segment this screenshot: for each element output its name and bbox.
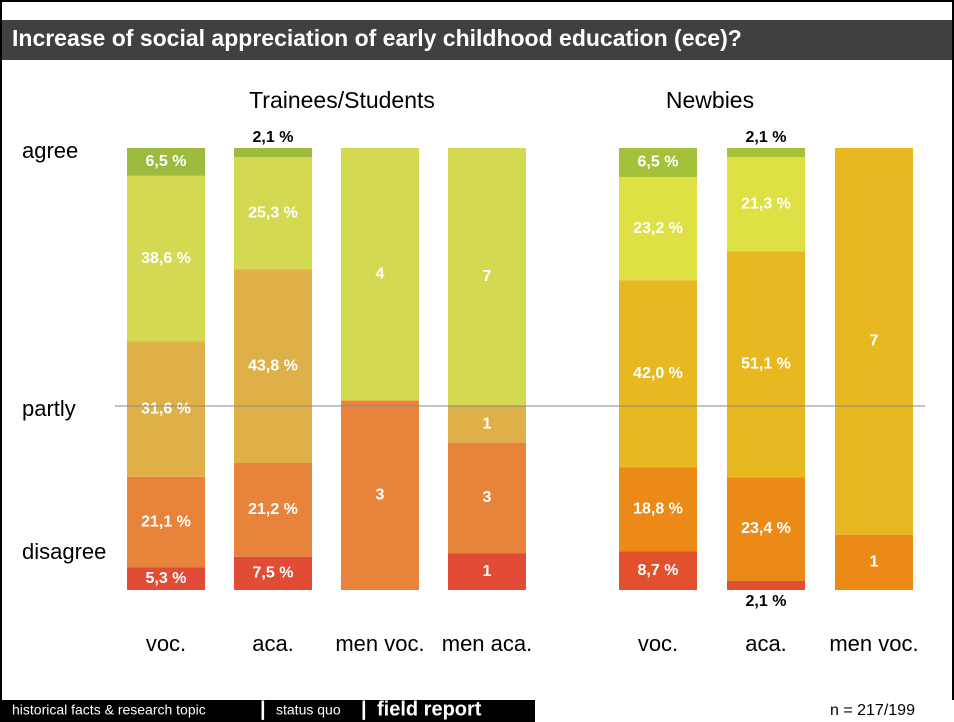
bar-segment [127, 175, 205, 342]
bar-segment [727, 251, 805, 478]
bar-segment [835, 148, 913, 535]
data-label: 3 [483, 489, 492, 506]
footer-separator: | [361, 698, 367, 720]
data-label: 23,4 % [741, 520, 791, 537]
data-label: 1 [483, 563, 492, 580]
bar-segment [234, 556, 312, 590]
data-label: 8,7 % [638, 562, 679, 579]
data-label: 42,0 % [633, 365, 683, 382]
chart-title: Increase of social appreciation of early… [12, 25, 742, 51]
x-tick-label: voc. [638, 631, 678, 656]
scale-label: partly [22, 396, 76, 421]
x-tick-label: men voc. [829, 631, 918, 656]
data-label: 21,2 % [248, 501, 298, 518]
data-label: 43,8 % [248, 357, 298, 374]
footer-item: status quo [276, 702, 341, 718]
bar-segment [234, 148, 312, 158]
data-label: 51,1 % [741, 356, 791, 373]
footer-bar [0, 700, 535, 722]
x-tick-label: aca. [745, 631, 787, 656]
bar-segment [727, 157, 805, 252]
bar-segment [619, 176, 697, 281]
data-label: 18,8 % [633, 501, 683, 518]
data-label: 2,1 % [746, 129, 787, 146]
footer-item: historical facts & research topic [12, 702, 206, 718]
scale-label: disagree [22, 539, 106, 564]
bar-segment [127, 341, 205, 477]
footer-item: field report [377, 698, 482, 720]
bar-segment [127, 567, 205, 590]
bar-segment [619, 148, 697, 177]
data-label: 25,3 % [248, 204, 298, 221]
bar-segment [234, 269, 312, 464]
footer-separator: | [260, 698, 266, 720]
scale-label: agree [22, 138, 78, 163]
data-label: 1 [483, 415, 492, 432]
bar-segment [448, 148, 526, 406]
data-label: 2,1 % [253, 129, 294, 146]
bar-segment [619, 467, 697, 552]
group-title: Trainees/Students [249, 87, 435, 113]
data-label: 23,2 % [633, 220, 683, 237]
data-label: 21,1 % [141, 513, 191, 530]
data-label: 2,1 % [746, 593, 787, 610]
data-label: 3 [376, 487, 385, 504]
bar-segment [448, 405, 526, 443]
data-label: 7 [870, 333, 879, 350]
data-label: 21,3 % [741, 196, 791, 213]
x-tick-label: voc. [146, 631, 186, 656]
bar-segment [234, 157, 312, 270]
bar-segment [727, 148, 805, 158]
data-label: 38,6 % [141, 250, 191, 267]
data-label: 7 [483, 268, 492, 285]
bar-segment [835, 534, 913, 590]
bar-segment [727, 477, 805, 581]
bar-segment [127, 476, 205, 568]
title-bar [2, 20, 952, 60]
bar-segment [619, 280, 697, 468]
bar-segment [341, 400, 419, 590]
bar-segment [448, 553, 526, 590]
data-label: 6,5 % [146, 153, 187, 170]
data-label: 7,5 % [253, 565, 294, 582]
data-label: 31,6 % [141, 400, 191, 417]
data-label: 1 [870, 554, 879, 571]
x-tick-label: men voc. [335, 631, 424, 656]
footer-note: n = 217/199 [830, 702, 915, 719]
x-tick-label: men aca. [442, 631, 533, 656]
group-title: Newbies [666, 87, 754, 113]
bar-segment [619, 551, 697, 590]
bar-segment [234, 463, 312, 557]
bar-segment [127, 148, 205, 176]
x-tick-label: aca. [252, 631, 294, 656]
data-label: 5,3 % [146, 570, 187, 587]
bar-segment [448, 442, 526, 554]
data-label: 4 [376, 266, 385, 283]
bar-segment [727, 580, 805, 590]
data-label: 6,5 % [638, 154, 679, 171]
bar-segment [341, 148, 419, 401]
